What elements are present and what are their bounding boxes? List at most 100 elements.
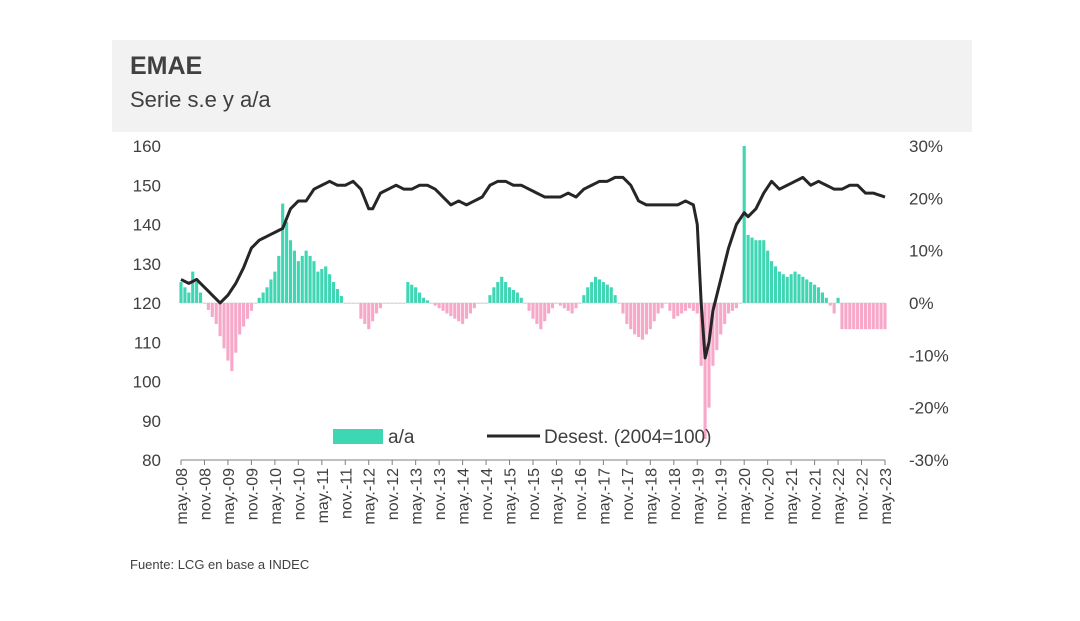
bar-mark: [206, 303, 210, 310]
left-tick-label: 150: [133, 176, 161, 195]
right-tick-label: 20%: [909, 189, 943, 208]
bar-mark: [687, 303, 692, 309]
bar-mark: [848, 303, 852, 330]
bar-mark: [730, 303, 735, 311]
bar-mark: [418, 292, 422, 303]
bar-mark: [648, 303, 652, 330]
bar-mark: [879, 303, 883, 330]
left-tick-label: 140: [133, 216, 161, 235]
bar-mark: [445, 303, 449, 314]
x-tick-label: may.-19: [690, 468, 707, 525]
bar-mark: [762, 240, 766, 303]
bar-mark: [867, 303, 871, 330]
bar-mark: [597, 279, 602, 303]
chart-header: [112, 40, 972, 132]
bar-mark: [871, 303, 875, 330]
bar-mark: [421, 297, 426, 303]
bar-mark: [711, 303, 715, 366]
bar-mark: [359, 303, 363, 319]
bar-mark: [527, 303, 531, 311]
bar-mark: [234, 303, 238, 353]
bar-mark: [883, 303, 887, 330]
bar-mark: [746, 234, 750, 303]
bar-mark: [468, 303, 472, 314]
bar-mark: [836, 297, 840, 303]
bar-mark: [680, 303, 684, 314]
bar-mark: [265, 287, 269, 303]
bar-mark: [781, 274, 785, 303]
bar-mark: [292, 250, 296, 303]
bar-mark: [433, 303, 437, 306]
x-tick-label: may.-08: [174, 468, 191, 525]
bar-mark: [621, 303, 625, 314]
bar-mark: [457, 303, 461, 322]
bar-mark: [195, 282, 199, 303]
legend: a/a Desest. (2004=100): [333, 427, 711, 448]
bar-mark: [613, 295, 617, 303]
legend-bar-swatch: [333, 429, 383, 444]
x-tick-label: may.-13: [409, 468, 426, 525]
source-note: Fuente: LCG en base a INDEC: [130, 557, 310, 572]
bar-mark: [660, 303, 664, 309]
bar-mark: [629, 303, 633, 330]
bar-mark: [656, 303, 660, 314]
bar-mark: [230, 303, 234, 372]
bar-mark: [550, 303, 555, 309]
bar-mark: [672, 303, 676, 319]
x-tick-label: may.-12: [362, 468, 379, 525]
bar-mark: [449, 303, 453, 317]
bar-mark: [586, 287, 590, 303]
bar-mark: [723, 303, 727, 324]
x-tick-label: nov.-10: [291, 468, 308, 520]
legend-bar-label: a/a: [388, 427, 415, 448]
chart-title: EMAE: [130, 52, 203, 80]
desest-line: [180, 175, 886, 360]
bar-mark: [703, 303, 707, 440]
bar-mark: [425, 300, 429, 303]
bar-mark: [719, 303, 723, 335]
x-tick-label: nov.-09: [244, 468, 261, 520]
bar-mark: [339, 296, 343, 303]
bar-mark: [640, 303, 645, 340]
bar-mark: [707, 303, 711, 408]
bar-mark: [308, 255, 312, 303]
x-tick-label: may.-22: [831, 468, 848, 525]
bar-mark: [285, 221, 289, 303]
bar-mark: [198, 292, 203, 303]
bar-mark: [750, 237, 754, 303]
bar-mark: [828, 303, 832, 306]
bar-mark: [511, 289, 516, 303]
left-tick-label: 160: [133, 137, 161, 156]
bar-mark: [840, 303, 844, 330]
x-tick-label: nov.-14: [479, 468, 496, 520]
bar-mark: [605, 284, 609, 303]
bar-mark: [805, 279, 809, 303]
bar-mark: [507, 287, 512, 303]
bar-mark: [539, 303, 543, 330]
bar-mark: [777, 271, 781, 303]
x-tick-label: may.-10: [268, 468, 285, 525]
x-tick-label: may.-18: [643, 468, 660, 525]
bar-mark: [191, 271, 195, 303]
bar-mark: [288, 240, 293, 303]
bar-mark: [633, 303, 637, 335]
bar-mark: [773, 266, 778, 303]
bar-mark: [277, 255, 281, 303]
bar-mark: [492, 287, 496, 303]
bar-mark: [531, 303, 535, 319]
bar-mark: [813, 284, 817, 303]
bar-mark: [562, 303, 566, 309]
bar-mark: [789, 274, 793, 303]
bar-mark: [226, 303, 230, 361]
right-tick-label: 30%: [909, 137, 943, 156]
bar-mark: [668, 303, 672, 311]
bar-mark: [734, 303, 738, 309]
right-tick-label: 10%: [909, 242, 943, 261]
right-tick-label: -10%: [909, 346, 949, 365]
bar-mark: [496, 282, 500, 303]
bar-mark: [281, 203, 285, 303]
x-tick-label: may.-15: [503, 468, 520, 525]
bar-mark: [574, 303, 578, 309]
bar-mark: [245, 303, 250, 319]
bar-mark: [820, 292, 824, 303]
